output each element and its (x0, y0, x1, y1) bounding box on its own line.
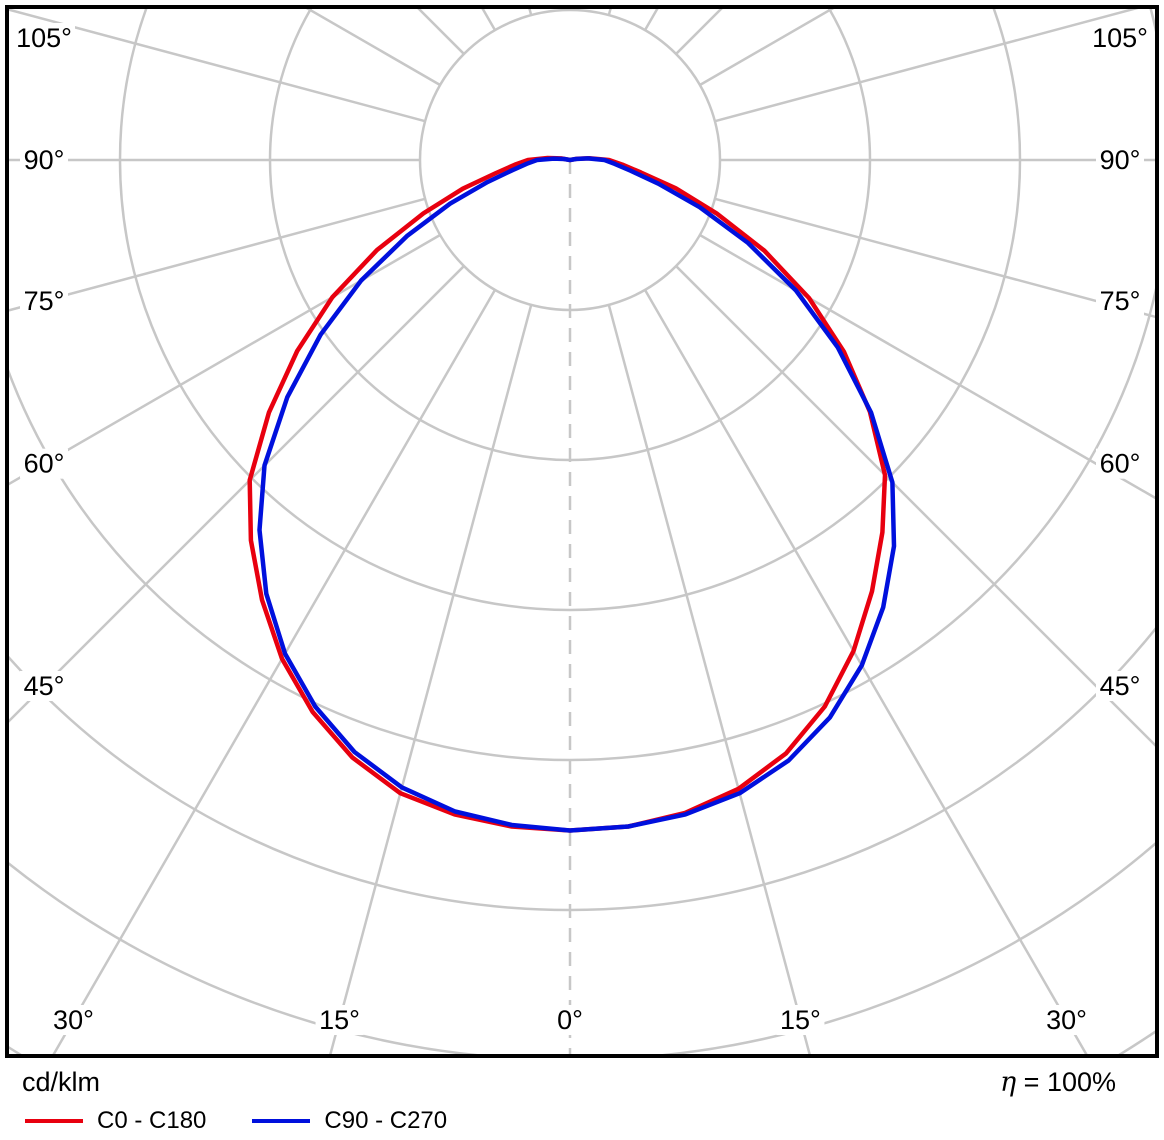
angle-label: 90° (1100, 145, 1141, 175)
angle-label: 60° (24, 449, 65, 479)
unit-label: cd/klm (22, 1067, 101, 1097)
angle-label: 60° (1100, 449, 1141, 479)
angle-label-bg (20, 448, 68, 479)
angle-label: 0° (557, 1005, 583, 1035)
grid-ray (9, 9, 426, 123)
legend-label-c90-c270: C90 - C270 (324, 1107, 448, 1134)
angle-label: 75° (1100, 286, 1141, 316)
grid-ring-500 (9, 627, 1155, 912)
c0-c180-line-swatch (25, 1119, 83, 1123)
angle-label-bg (1089, 23, 1151, 53)
angle-label: 45° (1100, 671, 1141, 701)
angle-label-bg (1096, 671, 1144, 701)
grid-ray (9, 197, 426, 312)
angle-label-bg (20, 145, 68, 175)
legend-label-c0-c180: C0 - C180 (97, 1107, 207, 1134)
grid-ray (329, 304, 533, 1054)
grid-ray (52, 289, 497, 1054)
angle-label-bg (20, 285, 68, 316)
chart-border (5, 5, 1159, 1058)
grid-ray (643, 9, 659, 31)
grid-ray (9, 265, 465, 723)
angle-label: 15° (780, 1005, 821, 1035)
angle-label: 105° (1092, 23, 1148, 53)
eta-symbol: η (999, 1067, 1017, 1098)
angle-label: 105° (16, 23, 72, 53)
angle-label-bg (1096, 448, 1144, 479)
polar-chart-svg: 45° 45° 60° 60° 75° 75° 90° 90° 105° 105° 0° 15° 15°… (5, 5, 1159, 1058)
grid-ray (643, 289, 1088, 1054)
grid-ring-200 (268, 9, 872, 462)
angle-label: 90° (24, 145, 65, 175)
grid-ring-400 (9, 9, 1155, 762)
legend-item-c0-c180: C0 - C180 (25, 1107, 206, 1135)
grid-ray (699, 233, 1155, 500)
eta-value: = 100% (1023, 1067, 1116, 1097)
angle-label: 45° (24, 671, 65, 701)
grid-ray (607, 304, 811, 1054)
grid-ray (714, 9, 1139, 123)
angle-label: 30° (1046, 1005, 1087, 1035)
legend-item-c90-c270: C90 - C270 (252, 1107, 447, 1135)
angle-label-bg (1096, 145, 1144, 175)
curve-c0-c180 (247, 155, 888, 833)
angle-label: 30° (53, 1005, 94, 1035)
grid-ray (675, 265, 1155, 747)
c90-c270-line-swatch (252, 1119, 311, 1123)
grid-ray (714, 197, 1155, 319)
angle-label: 15° (319, 1005, 360, 1035)
efficiency-label: η = 100% (1000, 1067, 1116, 1098)
angle-label-bg (20, 671, 68, 701)
angle-label-bg (553, 1005, 587, 1035)
angle-label: 75° (24, 286, 65, 316)
angle-label-bg (1096, 285, 1144, 316)
legend-area: cd/klm η = 100% C0 - C180 C90 - C270 (0, 1063, 1164, 1140)
angle-label-bg (1042, 1005, 1091, 1035)
angle-label-bg (13, 23, 75, 53)
grid-ray (9, 233, 441, 486)
legend: C0 - C180 C90 - C270 (25, 1107, 447, 1135)
angle-label-bg (776, 1005, 825, 1035)
angle-label-bg (315, 1005, 364, 1035)
curve-c90-c270 (257, 156, 897, 833)
angle-label-bg (49, 1005, 98, 1035)
